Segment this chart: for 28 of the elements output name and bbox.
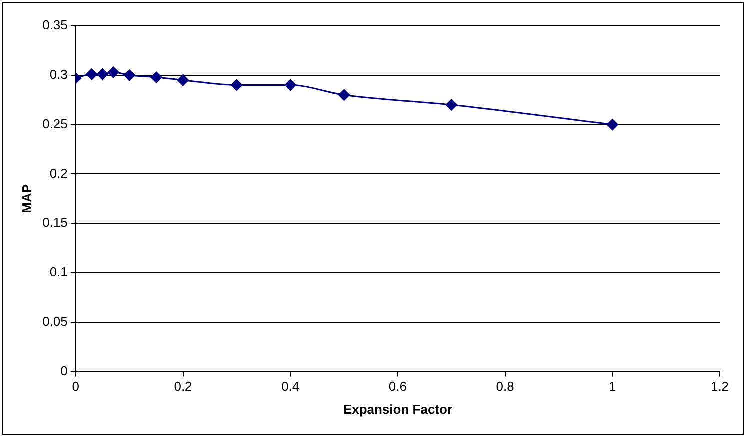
y-tick-label: 0.35 — [42, 18, 68, 33]
x-tick-label: 1.2 — [710, 379, 730, 394]
x-tick-label: 0 — [72, 379, 80, 394]
x-tick-label: 1 — [609, 379, 616, 394]
x-tick-label: 0.6 — [388, 379, 407, 394]
y-tick-label: 0.05 — [42, 314, 68, 329]
point — [150, 72, 162, 84]
y-tick-label: 0.1 — [50, 264, 68, 280]
x-tick-label: 0.2 — [174, 379, 192, 394]
point — [178, 74, 189, 86]
point — [231, 80, 243, 92]
y-axis-title: MAP — [19, 184, 34, 214]
y-tick-label: 0.3 — [50, 66, 68, 82]
y-tick-label: 0.2 — [50, 166, 68, 181]
x-tick-label: 0.4 — [282, 379, 300, 394]
x-axis-title: Expansion Factor — [343, 402, 452, 417]
point — [86, 68, 98, 80]
x-tick-label: 0.8 — [496, 379, 514, 394]
y-tick-label: 0 — [60, 363, 68, 378]
point — [606, 119, 618, 131]
point — [96, 68, 108, 80]
point — [284, 80, 296, 92]
y-tick-label: 0.15 — [42, 215, 68, 230]
point — [108, 66, 120, 78]
y-tick-label: 0.25 — [42, 116, 68, 132]
point — [124, 70, 136, 82]
point — [338, 89, 350, 101]
point — [446, 99, 458, 111]
